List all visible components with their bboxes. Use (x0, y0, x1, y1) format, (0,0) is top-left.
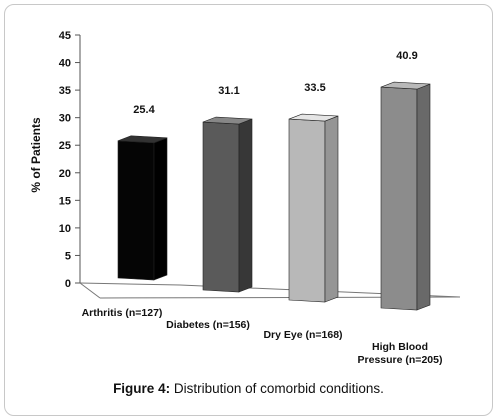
bar-side (416, 83, 431, 311)
data-label: 33.5 (304, 82, 325, 94)
y-axis-title: % of Patients (29, 117, 43, 193)
y-tick-label: 30 (59, 113, 71, 125)
y-tick-label: 40 (59, 58, 71, 70)
bar-chart: 0 5 10 15 20 25 30 35 40 45 25.4 Arthritis (n=127)… (29, 30, 461, 366)
bar-side (324, 115, 339, 303)
x-tick-label: Diabetes (n=156) (166, 319, 250, 331)
floor-left-edge (79, 282, 101, 299)
chart-labels: 25.4 Arthritis (n=127) 31.1 Diabetes (n=156… (82, 50, 443, 366)
y-tick-label: 20 (59, 168, 71, 180)
data-label: 31.1 (218, 85, 239, 97)
bar-group (117, 135, 168, 281)
y-tick-label: 15 (59, 195, 71, 207)
y-tick-label: 5 (65, 250, 71, 262)
data-label: 25.4 (133, 104, 155, 116)
floor-back-edge (79, 282, 181, 286)
bar-side (238, 118, 253, 293)
y-tick-label: 35 (59, 85, 71, 97)
bar-top (117, 135, 168, 144)
data-label: 40.9 (396, 50, 417, 62)
y-tick-label: 0 (65, 278, 71, 290)
bar (288, 118, 326, 303)
figure-caption-text: Distribution of comorbid conditions. (170, 381, 384, 396)
bar-group (380, 81, 431, 311)
x-tick-label: High Blood (372, 341, 428, 353)
x-tick-label: Pressure (n=205) (358, 354, 443, 366)
chart-bars (117, 81, 431, 311)
bar-top (288, 113, 339, 122)
bar-top (202, 116, 253, 125)
bar (380, 86, 418, 311)
figure-caption: Figure 4: Distribution of comorbid condi… (0, 381, 497, 396)
bar (202, 121, 240, 293)
bar (117, 140, 155, 281)
figure-caption-prefix: Figure 4: (113, 381, 171, 396)
x-tick-label: Dry Eye (n=168) (263, 329, 342, 341)
x-tick-label: Arthritis (n=127) (82, 307, 163, 319)
bar-side (153, 137, 168, 281)
y-tick-label: 10 (59, 223, 71, 235)
bar-group (288, 113, 339, 303)
bar-top (380, 81, 431, 90)
y-tick-label: 25 (59, 140, 71, 152)
y-tick-label: 45 (59, 30, 71, 42)
bar-group (202, 116, 253, 293)
